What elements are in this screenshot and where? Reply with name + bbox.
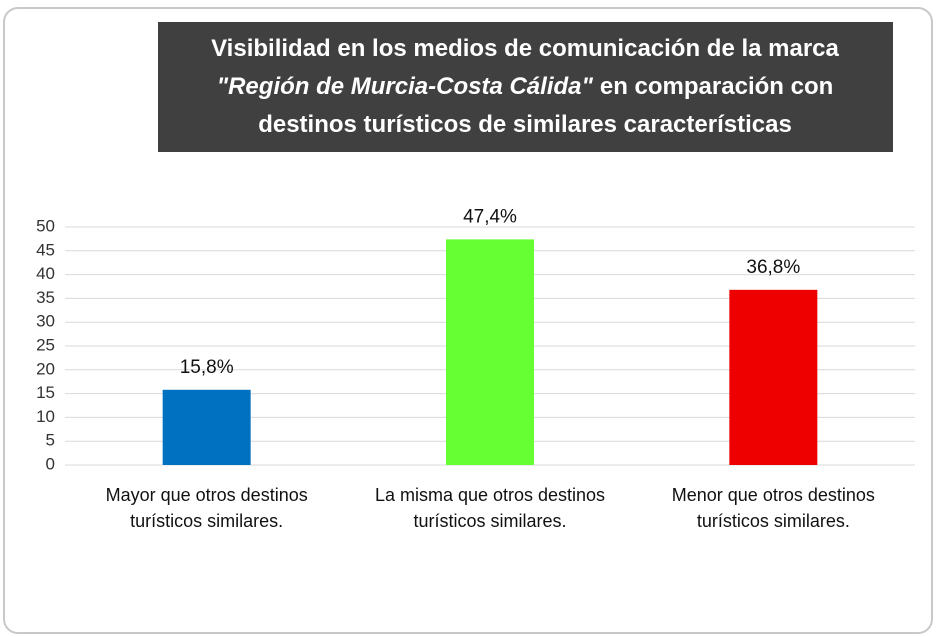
y-tick-label: 25	[36, 335, 55, 354]
x-tick-label: Mayor que otros destinos	[106, 485, 308, 505]
data-label: 47,4%	[463, 206, 517, 227]
chart-title-segment: destinos turísticos de similares caracte…	[258, 111, 792, 138]
x-tick-label: turísticos similares.	[413, 511, 566, 531]
y-tick-label: 5	[46, 431, 55, 450]
y-tick-label: 0	[46, 454, 55, 473]
x-tick-label: turísticos similares.	[130, 511, 283, 531]
y-tick-label: 10	[36, 407, 55, 426]
chart-title-segment: Visibilidad en los medios de comunicació…	[211, 35, 839, 62]
bar	[446, 239, 534, 465]
y-tick-label: 20	[36, 359, 55, 378]
chart-title-line: "Región de Murcia-Costa Cálida" en compar…	[217, 73, 834, 100]
bar	[729, 289, 818, 465]
title-box	[158, 22, 893, 152]
y-tick-label: 30	[36, 312, 55, 331]
x-tick-label: Menor que otros destinos	[672, 485, 875, 505]
chart-title-segment: en comparación con	[600, 73, 833, 100]
data-label: 36,8%	[746, 257, 800, 278]
bar	[162, 389, 251, 465]
chart-title-segment: "Región de Murcia-Costa Cálida"	[217, 73, 594, 100]
y-tick-label: 35	[36, 288, 55, 307]
chart-title-line: destinos turísticos de similares caracte…	[258, 111, 792, 138]
x-tick-label: turísticos similares.	[697, 511, 850, 531]
y-tick-label: 40	[36, 264, 55, 283]
data-label: 15,8%	[180, 357, 234, 378]
y-tick-label: 50	[36, 216, 55, 235]
y-tick-label: 15	[36, 383, 55, 402]
chart-title-line: Visibilidad en los medios de comunicació…	[211, 35, 839, 62]
y-tick-label: 45	[36, 240, 55, 259]
x-tick-label: La misma que otros destinos	[375, 485, 605, 505]
